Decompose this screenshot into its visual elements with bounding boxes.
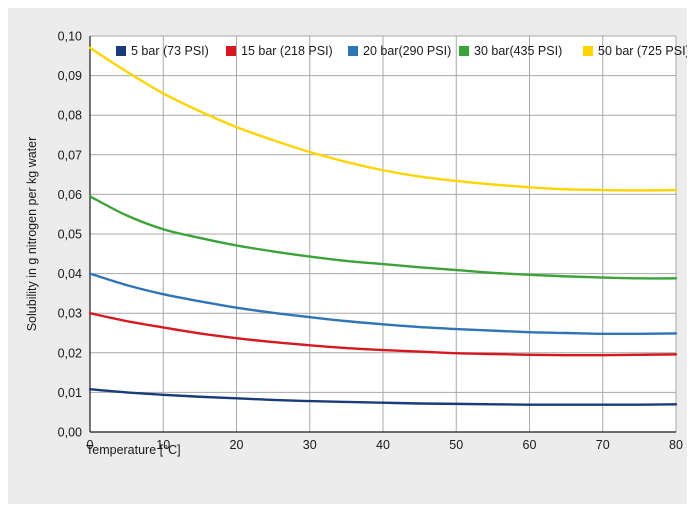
tick-labels: 0,00 0,01 0,02 0,03 0,04 0,05 0,06 0,07 0,08 0,09… <box>58 30 683 453</box>
legend-label-4: 30 bar(435 PSI) <box>474 44 562 58</box>
x-tick-label: 60 <box>523 438 537 452</box>
y-tick-label: 0,08 <box>58 109 82 123</box>
legend-swatch-3 <box>348 46 358 56</box>
y-tick-label: 0,04 <box>58 267 82 281</box>
legend-swatch-2 <box>226 46 236 56</box>
x-tick-label: 70 <box>596 438 610 452</box>
y-tick-label: 0,07 <box>58 148 82 162</box>
legend-label-1: 5 bar (73 PSI) <box>131 44 209 58</box>
legend-label-2: 15 bar (218 PSI) <box>241 44 333 58</box>
x-tick-label: 30 <box>303 438 317 452</box>
y-tick-label: 0,01 <box>58 386 82 400</box>
legend-label-3: 20 bar(290 PSI) <box>363 44 451 58</box>
x-tick-label: 40 <box>376 438 390 452</box>
legend-label-5: 50 bar (725 PSI) <box>598 44 687 58</box>
y-tick-label: 0,06 <box>58 188 82 202</box>
x-tick-label: 80 <box>669 438 683 452</box>
legend-swatch-4 <box>459 46 469 56</box>
series-lines <box>88 46 678 406</box>
x-tick-label: 0 <box>87 438 94 452</box>
legend-swatch-1 <box>116 46 126 56</box>
series-line-2 <box>88 312 678 357</box>
x-axis-title: Temperature [°C] <box>86 443 181 457</box>
legend: 5 bar (73 PSI) 15 bar (218 PSI) 20 bar(290… <box>116 44 690 58</box>
y-tick-label: 0,05 <box>58 228 82 242</box>
chart-panel: 0,00 0,01 0,02 0,03 0,04 0,05 0,06 0,07 0,08 0,09… <box>8 8 690 504</box>
legend-swatch-5 <box>583 46 593 56</box>
x-tick-label: 10 <box>156 438 170 452</box>
series-line-3 <box>88 272 678 336</box>
nitrogen-solubility-chart: 0,00 0,01 0,02 0,03 0,04 0,05 0,06 0,07 0,08 0,09… <box>25 30 690 458</box>
y-tick-label: 0,02 <box>58 346 82 360</box>
grid-lines <box>90 35 677 432</box>
y-tick-label: 0,03 <box>58 307 82 321</box>
axes <box>89 36 676 433</box>
series-line-4 <box>88 195 678 280</box>
y-tick-label: 0,10 <box>58 30 82 44</box>
y-tick-label: 0,09 <box>58 69 82 83</box>
x-tick-label: 50 <box>449 438 463 452</box>
series-line-1 <box>88 388 678 406</box>
y-tick-label: 0,00 <box>58 426 82 440</box>
series-line-5 <box>88 46 678 192</box>
x-tick-label: 20 <box>230 438 244 452</box>
y-axis-title: Solubility in g nitrogen per kg water <box>25 137 39 332</box>
